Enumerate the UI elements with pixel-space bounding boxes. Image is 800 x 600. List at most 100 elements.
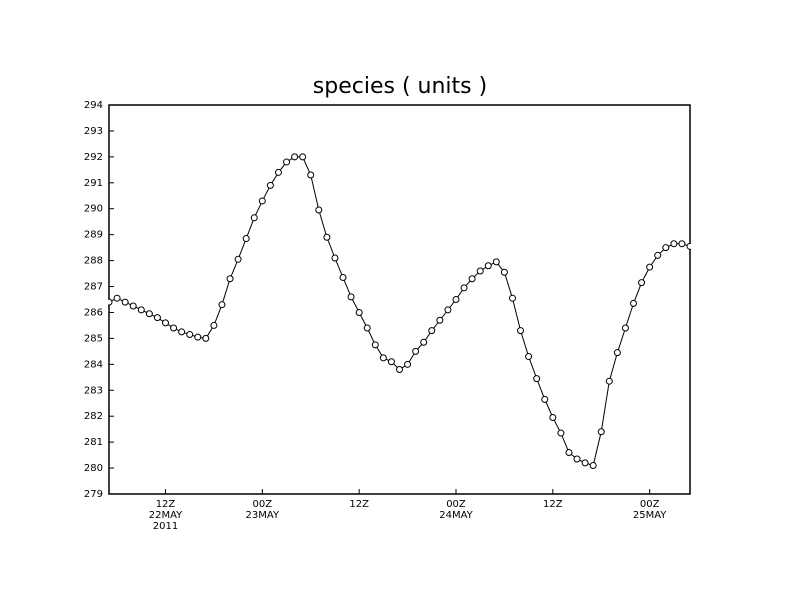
data-point [460, 284, 468, 292]
data-point [210, 321, 218, 329]
data-point [492, 258, 500, 266]
y-tick-label: 283 [84, 385, 103, 396]
data-point [283, 158, 291, 166]
y-tick-label: 285 [84, 333, 103, 344]
data-point [662, 244, 670, 252]
y-tick-label: 286 [84, 307, 103, 318]
data-point [605, 377, 613, 385]
data-point [323, 233, 331, 241]
data-point [129, 302, 137, 310]
data-point [234, 255, 242, 263]
data-point [621, 324, 629, 332]
x-tick-label: 12Z [349, 499, 369, 510]
x-tick-label: 00Z [253, 499, 273, 510]
data-point [452, 296, 460, 303]
data-point [686, 242, 691, 250]
plot-frame [108, 104, 691, 495]
data-point [508, 294, 516, 302]
data-point [396, 366, 403, 374]
data-point [363, 324, 371, 332]
y-tick-label: 279 [84, 489, 103, 500]
x-tick-label: 12Z [543, 499, 563, 510]
data-point [646, 263, 654, 271]
data-point [202, 334, 210, 342]
data-point [670, 240, 678, 248]
data-point [541, 395, 549, 403]
x-tick-label: 00Z [446, 499, 466, 510]
data-point [436, 316, 444, 324]
plot-area [108, 153, 691, 469]
data-point [347, 293, 355, 301]
data-point [581, 459, 589, 467]
y-tick-label: 289 [84, 230, 103, 241]
data-point [638, 279, 646, 287]
data-point [565, 449, 573, 457]
data-point [589, 461, 597, 469]
data-point [420, 338, 428, 346]
data-point [108, 298, 113, 306]
data-point [412, 347, 420, 355]
y-tick-label: 294 [84, 100, 103, 111]
data-line [108, 156, 691, 467]
data-point [266, 181, 274, 189]
data-point [339, 273, 347, 281]
x-tick-label: 00Z [640, 499, 660, 510]
data-point [404, 360, 412, 368]
data-point [630, 299, 638, 307]
data-point [573, 455, 581, 463]
y-tick-label: 284 [84, 359, 103, 370]
data-point [137, 306, 145, 314]
y-tick-label: 281 [84, 437, 103, 448]
data-point [226, 275, 234, 283]
data-point [178, 328, 186, 336]
data-point [186, 331, 194, 339]
data-point [557, 429, 565, 437]
y-tick-label: 292 [84, 152, 103, 163]
data-point [500, 268, 508, 276]
data-point [525, 353, 533, 361]
data-point [194, 333, 202, 341]
data-point [468, 275, 476, 283]
data-point [258, 197, 266, 205]
data-point [113, 294, 121, 302]
data-point [145, 310, 153, 318]
y-tick-label: 287 [84, 282, 103, 293]
data-point [517, 327, 525, 335]
data-point [170, 324, 178, 332]
chart-title: species ( units ) [313, 74, 487, 99]
data-point [153, 314, 161, 322]
x-tick-date: 24MAY [439, 510, 473, 521]
x-tick-label: 12Z [156, 499, 176, 510]
data-point [218, 301, 226, 309]
data-point [678, 240, 686, 248]
data-point [355, 308, 363, 316]
data-point [654, 251, 662, 259]
data-point [476, 267, 484, 275]
data-point [597, 428, 605, 436]
data-point [533, 375, 541, 383]
y-tick-label: 282 [84, 411, 103, 422]
y-tick-label: 290 [84, 204, 103, 215]
data-point [315, 206, 323, 214]
data-point [371, 341, 379, 349]
data-point [331, 254, 339, 262]
data-point [549, 413, 557, 421]
x-tick-year: 2011 [153, 521, 178, 532]
x-tick-date: 23MAY [246, 510, 280, 521]
y-tick-label: 288 [84, 256, 103, 267]
data-point [242, 235, 250, 243]
x-tick-date: 22MAY [149, 510, 183, 521]
y-tick-label: 293 [84, 126, 103, 137]
data-point [161, 319, 169, 327]
data-point [613, 349, 621, 357]
data-point [444, 306, 452, 314]
data-point [307, 171, 315, 179]
data-point [291, 153, 299, 161]
data-point [387, 358, 395, 366]
data-point [379, 354, 387, 362]
data-point [299, 153, 307, 161]
data-point [484, 262, 492, 270]
data-point [121, 298, 129, 306]
x-tick-date: 25MAY [633, 510, 667, 521]
